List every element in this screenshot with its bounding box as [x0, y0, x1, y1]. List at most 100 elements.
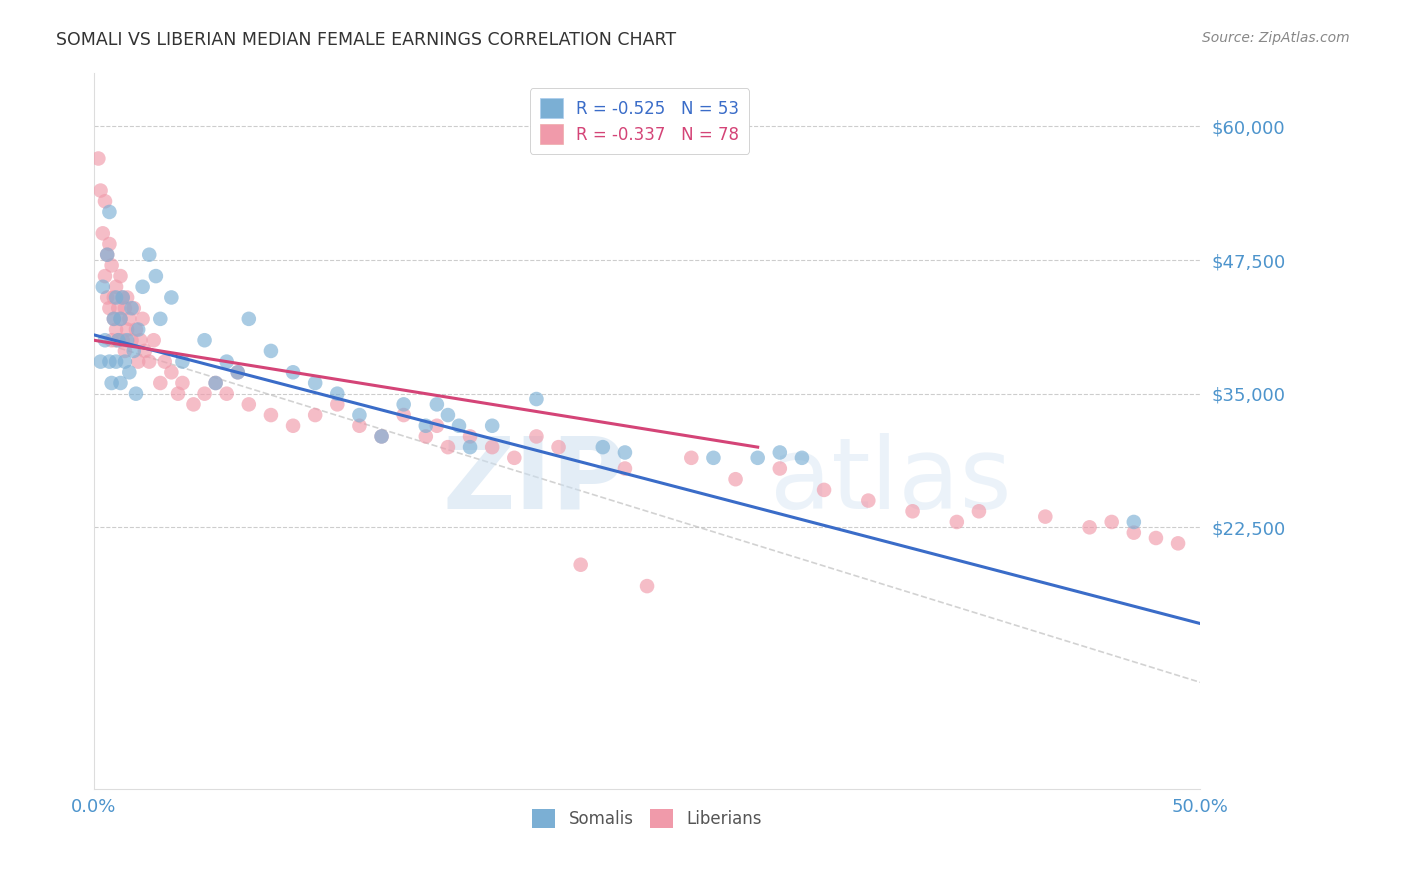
Point — [94, 194, 117, 209]
Point — [238, 311, 260, 326]
Point — [87, 152, 110, 166]
Point — [447, 418, 470, 433]
Point — [98, 301, 121, 315]
Point — [204, 376, 226, 390]
Point — [160, 290, 183, 304]
Point — [94, 269, 117, 284]
Point — [110, 311, 132, 326]
Point — [118, 365, 141, 379]
Point — [134, 343, 156, 358]
Point — [100, 259, 122, 273]
Point — [426, 418, 449, 433]
Point — [98, 205, 121, 219]
Point — [304, 408, 326, 422]
Point — [149, 311, 172, 326]
Point — [1122, 525, 1144, 540]
Point — [153, 354, 176, 368]
Point — [105, 322, 128, 336]
Point — [1101, 515, 1123, 529]
Point — [149, 376, 172, 390]
Point — [125, 386, 148, 401]
Point — [90, 184, 112, 198]
Point — [94, 333, 117, 347]
Point — [481, 418, 503, 433]
Point — [103, 290, 125, 304]
Point — [426, 397, 449, 411]
Point — [281, 418, 304, 433]
Point — [114, 354, 136, 368]
Point — [458, 429, 481, 443]
Point — [91, 227, 114, 241]
Point — [127, 322, 149, 336]
Point — [437, 440, 460, 454]
Point — [613, 445, 636, 459]
Point — [946, 515, 969, 529]
Point — [1033, 509, 1056, 524]
Point — [121, 333, 143, 347]
Point — [107, 333, 129, 347]
Legend: Somalis, Liberians: Somalis, Liberians — [526, 802, 769, 835]
Point — [100, 333, 122, 347]
Point — [122, 343, 145, 358]
Text: atlas: atlas — [769, 433, 1011, 530]
Point — [813, 483, 835, 497]
Point — [790, 450, 813, 465]
Point — [167, 386, 190, 401]
Point — [215, 386, 238, 401]
Point — [592, 440, 614, 454]
Point — [481, 440, 503, 454]
Point — [160, 365, 183, 379]
Point — [326, 397, 349, 411]
Point — [681, 450, 703, 465]
Point — [121, 301, 143, 315]
Point — [260, 343, 283, 358]
Point — [105, 280, 128, 294]
Point — [110, 269, 132, 284]
Point — [967, 504, 990, 518]
Point — [103, 311, 125, 326]
Point — [858, 493, 880, 508]
Point — [91, 280, 114, 294]
Point — [96, 248, 118, 262]
Point — [193, 333, 215, 347]
Point — [702, 450, 724, 465]
Point — [96, 290, 118, 304]
Point — [204, 376, 226, 390]
Point — [370, 429, 392, 443]
Point — [392, 397, 415, 411]
Point — [304, 376, 326, 390]
Point — [281, 365, 304, 379]
Point — [103, 311, 125, 326]
Point — [110, 376, 132, 390]
Point — [142, 333, 165, 347]
Point — [747, 450, 769, 465]
Point — [110, 311, 132, 326]
Point — [458, 440, 481, 454]
Point — [1167, 536, 1189, 550]
Point — [122, 301, 145, 315]
Point — [129, 333, 152, 347]
Point — [118, 311, 141, 326]
Point — [114, 343, 136, 358]
Point — [131, 280, 153, 294]
Point — [503, 450, 526, 465]
Point — [107, 301, 129, 315]
Point — [415, 418, 437, 433]
Point — [349, 408, 371, 422]
Point — [114, 301, 136, 315]
Point — [193, 386, 215, 401]
Point — [238, 397, 260, 411]
Point — [769, 445, 792, 459]
Point — [547, 440, 569, 454]
Point — [115, 322, 138, 336]
Point — [115, 333, 138, 347]
Point — [107, 333, 129, 347]
Point — [111, 290, 134, 304]
Point — [90, 354, 112, 368]
Text: Source: ZipAtlas.com: Source: ZipAtlas.com — [1202, 31, 1350, 45]
Point — [172, 376, 194, 390]
Point — [370, 429, 392, 443]
Point — [96, 248, 118, 262]
Point — [1122, 515, 1144, 529]
Point — [349, 418, 371, 433]
